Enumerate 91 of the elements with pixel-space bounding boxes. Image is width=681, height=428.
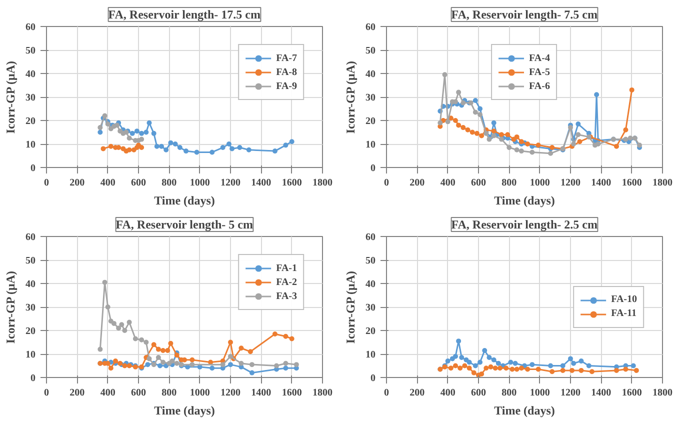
y-tick-label: 10 xyxy=(366,350,376,360)
x-tick-label: 1400 xyxy=(591,178,612,188)
y-tick-label: 60 xyxy=(26,232,36,243)
y-tick-label: 50 xyxy=(26,256,36,266)
x-tick-label: 1200 xyxy=(220,178,240,188)
x-tick-label: 1600 xyxy=(622,388,642,398)
x-tick-label: 1000 xyxy=(190,388,210,398)
x-tick-label: 1600 xyxy=(282,388,302,398)
x-axis-title: Time (days) xyxy=(154,194,215,208)
x-tick-label: 600 xyxy=(471,388,486,398)
y-tick-label: 50 xyxy=(26,46,36,56)
x-tick-label: 600 xyxy=(131,388,146,398)
legend-label: FA-6 xyxy=(529,80,550,93)
legend-label: FA-8 xyxy=(276,66,297,79)
x-tick-label: 200 xyxy=(410,388,425,398)
chart-title: FA, Reservoir length- 2.5 cm xyxy=(451,218,598,232)
x-tick-label: 1000 xyxy=(190,178,210,188)
x-tick-label: 600 xyxy=(471,178,486,188)
legend-label: FA-5 xyxy=(529,66,550,79)
y-tick-label: 40 xyxy=(366,279,376,290)
y-tick-label: 40 xyxy=(26,279,36,290)
y-axis-title: Icorr-GP (μA) xyxy=(4,270,18,344)
x-axis-title: Time (days) xyxy=(154,404,215,418)
x-tick-label: 0 xyxy=(44,178,49,188)
y-tick-label: 60 xyxy=(26,22,36,33)
legend-label: FA-11 xyxy=(611,307,636,320)
legend-label: FA-4 xyxy=(529,52,550,65)
x-tick-label: 200 xyxy=(70,178,85,188)
y-axis-title: Icorr-GP (μA) xyxy=(344,60,358,134)
x-tick-label: 1600 xyxy=(622,178,642,188)
x-tick-label: 1200 xyxy=(560,388,580,398)
y-tick-label: 20 xyxy=(26,116,36,127)
y-tick-label: 0 xyxy=(30,163,36,174)
x-tick-label: 200 xyxy=(410,178,425,188)
chart-title: FA, Reservoir length- 17.5 cm xyxy=(108,8,260,22)
x-tick-label: 0 xyxy=(384,388,389,398)
x-tick-label: 400 xyxy=(440,388,456,398)
y-tick-label: 0 xyxy=(370,373,376,384)
y-tick-label: 30 xyxy=(26,92,36,104)
x-tick-label: 1000 xyxy=(530,178,550,188)
x-tick-label: 1600 xyxy=(282,178,302,188)
y-tick-label: 10 xyxy=(26,350,36,360)
x-axis-title: Time (days) xyxy=(494,404,555,418)
y-tick-label: 60 xyxy=(366,22,376,33)
y-axis-title: Icorr-GP (μA) xyxy=(4,60,18,134)
y-tick-label: 60 xyxy=(366,232,376,243)
x-tick-label: 800 xyxy=(162,388,177,398)
x-axis-title: Time (days) xyxy=(494,194,555,208)
x-tick-label: 1800 xyxy=(312,178,332,188)
y-tick-label: 20 xyxy=(366,326,376,337)
y-tick-label: 0 xyxy=(30,373,36,384)
x-tick-label: 1000 xyxy=(530,388,550,398)
x-tick-label: 800 xyxy=(502,178,517,188)
x-tick-label: 800 xyxy=(502,388,517,398)
chart-title: FA, Reservoir length- 5 cm xyxy=(116,218,253,232)
y-tick-label: 30 xyxy=(366,92,376,104)
y-tick-label: 40 xyxy=(366,69,376,80)
x-tick-label: 1800 xyxy=(652,178,672,188)
x-tick-label: 200 xyxy=(70,388,85,398)
y-tick-label: 50 xyxy=(366,46,376,56)
x-tick-label: 1800 xyxy=(312,388,332,398)
x-tick-label: 0 xyxy=(384,178,389,188)
y-tick-label: 30 xyxy=(26,302,36,314)
y-tick-label: 10 xyxy=(366,140,376,150)
x-tick-label: 1400 xyxy=(591,388,612,398)
x-tick-label: 1200 xyxy=(220,388,240,398)
x-tick-label: 1200 xyxy=(560,178,580,188)
legend-label: FA-2 xyxy=(276,276,297,289)
x-tick-label: 1400 xyxy=(251,178,272,188)
y-tick-label: 20 xyxy=(26,326,36,337)
y-tick-label: 0 xyxy=(370,163,376,174)
y-tick-label: 40 xyxy=(26,69,36,80)
legend-label: FA-7 xyxy=(276,52,297,65)
x-tick-label: 0 xyxy=(44,388,49,398)
x-tick-label: 400 xyxy=(100,178,116,188)
y-tick-label: 10 xyxy=(26,140,36,150)
x-tick-label: 600 xyxy=(131,178,146,188)
y-tick-label: 30 xyxy=(366,302,376,314)
x-tick-label: 400 xyxy=(100,388,116,398)
x-tick-label: 800 xyxy=(162,178,177,188)
legend-label: FA-3 xyxy=(276,290,297,303)
legend-label: FA-9 xyxy=(276,80,297,93)
y-tick-label: 20 xyxy=(366,116,376,127)
legend-label: FA-10 xyxy=(611,293,637,306)
x-tick-label: 1800 xyxy=(652,388,672,398)
y-axis-title: Icorr-GP (μA) xyxy=(344,270,358,344)
x-tick-label: 1400 xyxy=(251,388,272,398)
legend-label: FA-1 xyxy=(276,262,297,275)
chart-title: FA, Reservoir length- 7.5 cm xyxy=(451,8,598,22)
x-tick-label: 400 xyxy=(440,178,456,188)
y-tick-label: 50 xyxy=(366,256,376,266)
